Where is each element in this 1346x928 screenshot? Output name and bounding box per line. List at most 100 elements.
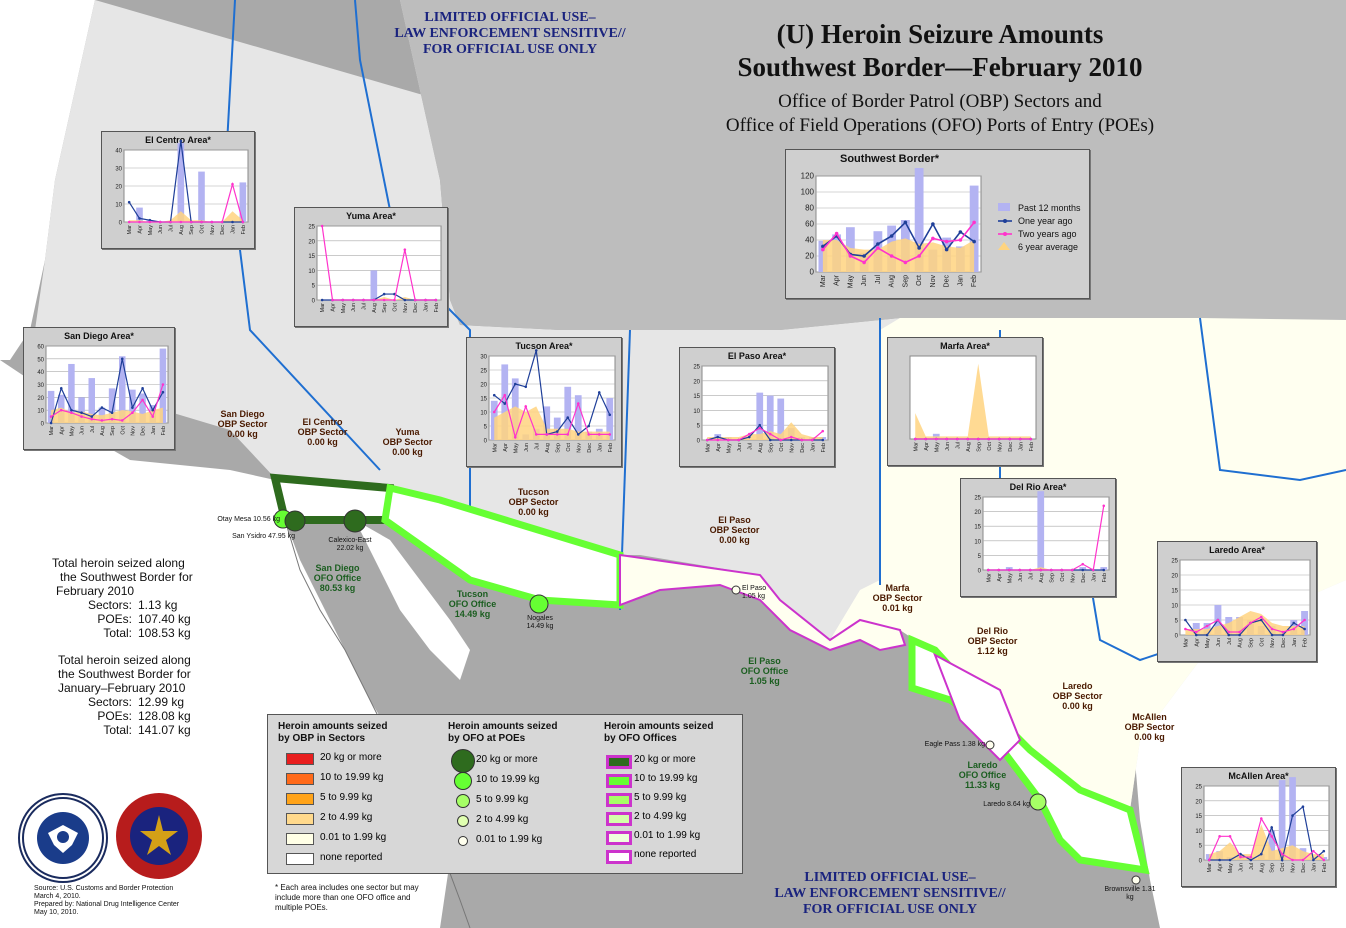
sector-label-el-paso: El Paso OBP Sector 0.00 kg — [692, 515, 777, 545]
line-point — [958, 238, 963, 242]
x-tick-label: Jan — [957, 275, 964, 286]
y-tick-label: 0 — [1199, 859, 1203, 865]
ndic-seal-icon — [116, 793, 202, 879]
x-tick-label: Jun — [1216, 638, 1222, 647]
poe-laredo[interactable] — [1029, 793, 1047, 811]
bar — [239, 182, 247, 222]
line-point — [1070, 568, 1074, 572]
legend-label: 5 to 9.99 kg — [476, 794, 529, 805]
classification-line: FOR OFFICIAL USE ONLY — [802, 902, 978, 917]
line-point — [972, 220, 976, 225]
poe-eagle-pass[interactable] — [985, 740, 995, 750]
line-series — [50, 358, 164, 424]
legend-swatch — [998, 242, 1010, 250]
line-point — [1238, 633, 1241, 637]
legend-label: 10 to 19.99 kg — [476, 774, 540, 785]
line-point — [1238, 630, 1241, 634]
sector-amount: 0.00 kg — [719, 535, 750, 545]
poe-brownsville[interactable] — [1131, 875, 1141, 885]
line-point — [1249, 858, 1253, 862]
x-tick-label: Jan — [597, 443, 603, 452]
subtitle-line-1: Office of Border Patrol (OBP) Sectors an… — [778, 91, 1102, 112]
chart-el-centro: El Centro Area* 0 10 20 30 40 Mar Apr May Jun Jul A… — [101, 131, 255, 249]
ofo-amount: 1.05 kg — [749, 676, 780, 686]
line-point — [862, 254, 866, 258]
poe-label-otay-mesa: Otay Mesa 10.56 kg — [217, 516, 280, 523]
sector-label-tucson: Tucson OBP Sector 0.00 kg — [491, 487, 576, 517]
map-title: (U) Heroin Seizure Amounts Southwest Bor… — [640, 18, 1240, 84]
line-point — [705, 438, 709, 442]
line-point — [997, 437, 1001, 441]
x-tick-label: Jan — [1311, 863, 1317, 872]
x-tick-label: Mar — [913, 442, 919, 452]
poe-el-paso[interactable] — [731, 585, 741, 595]
line-point — [958, 230, 963, 234]
line-point — [903, 220, 908, 225]
line-point — [917, 246, 921, 250]
y-tick-label: 15 — [480, 397, 487, 403]
x-tick-label: Mar — [1207, 863, 1213, 873]
legend-circle — [456, 794, 470, 808]
legend-label: Past 12 months — [1018, 203, 1081, 213]
source-line: Prepared by: National Drug Intelligence … — [34, 901, 180, 908]
line-point — [503, 402, 507, 405]
line-point — [1081, 562, 1085, 566]
line-point — [1259, 618, 1263, 622]
line-point — [161, 390, 165, 394]
ofo-amount: 14.49 kg — [454, 609, 491, 619]
poe-calexico-east[interactable] — [343, 509, 367, 533]
line-point — [555, 433, 559, 436]
x-tick-label: Dec — [1008, 442, 1014, 452]
x-tick-label: Apr — [716, 443, 722, 452]
poe-nogales[interactable] — [529, 594, 549, 614]
line-point — [966, 437, 970, 441]
x-tick-label: Nov — [130, 426, 136, 436]
x-tick-label: Jul — [362, 303, 368, 310]
x-tick-label: Mar — [127, 225, 133, 235]
pacific-ocean — [0, 0, 95, 360]
line-point — [161, 383, 165, 386]
poe-markers — [273, 509, 1141, 885]
line-point — [986, 568, 990, 572]
line-point — [800, 438, 804, 442]
line-point — [587, 424, 591, 428]
x-tick-label: Apr — [924, 442, 930, 451]
line-point — [524, 405, 528, 408]
line-series — [321, 225, 436, 301]
legend-label: 20 kg or more — [476, 754, 538, 765]
line-point — [120, 419, 124, 422]
legend-label: none reported — [320, 852, 383, 863]
x-tick-label: Jun — [945, 442, 951, 451]
line-point — [127, 200, 131, 204]
x-tick-label: Dec — [1281, 638, 1287, 648]
line-series — [707, 427, 824, 441]
ofo-name: El Paso — [748, 656, 781, 666]
line-point — [716, 438, 720, 442]
y-tick-label: 30 — [480, 355, 487, 361]
area-series — [915, 363, 1031, 439]
y-tick-label: 60 — [37, 345, 44, 351]
bar — [68, 363, 75, 423]
line-point — [534, 433, 538, 436]
sector-amount: 0.00 kg — [392, 447, 423, 457]
sector-del-rio[interactable] — [933, 652, 1022, 762]
line-point — [1270, 826, 1274, 829]
x-tick-label: Apr — [331, 303, 337, 312]
totals-value: 108.53 kg — [138, 626, 191, 640]
line-point — [59, 387, 63, 390]
bar — [1320, 857, 1328, 860]
poe-san-ysidro[interactable] — [284, 510, 306, 532]
bar — [136, 207, 143, 222]
chart-svg: 0 10 20 30 40 50 60 Mar Apr May Jun Jul Aug Sep Oct Nov… — [37, 345, 169, 436]
line-point — [1270, 835, 1274, 838]
line-point — [382, 292, 386, 296]
sector-amount: 0.01 kg — [882, 603, 913, 613]
line-point — [972, 239, 976, 244]
line-point — [231, 182, 234, 186]
x-tick-label: May — [1007, 573, 1013, 584]
dhs-seal-icon — [18, 793, 108, 883]
line-point — [231, 220, 234, 224]
sector-tucson[interactable] — [381, 483, 624, 609]
line-series — [493, 350, 611, 436]
sector-el-paso[interactable] — [619, 553, 907, 652]
